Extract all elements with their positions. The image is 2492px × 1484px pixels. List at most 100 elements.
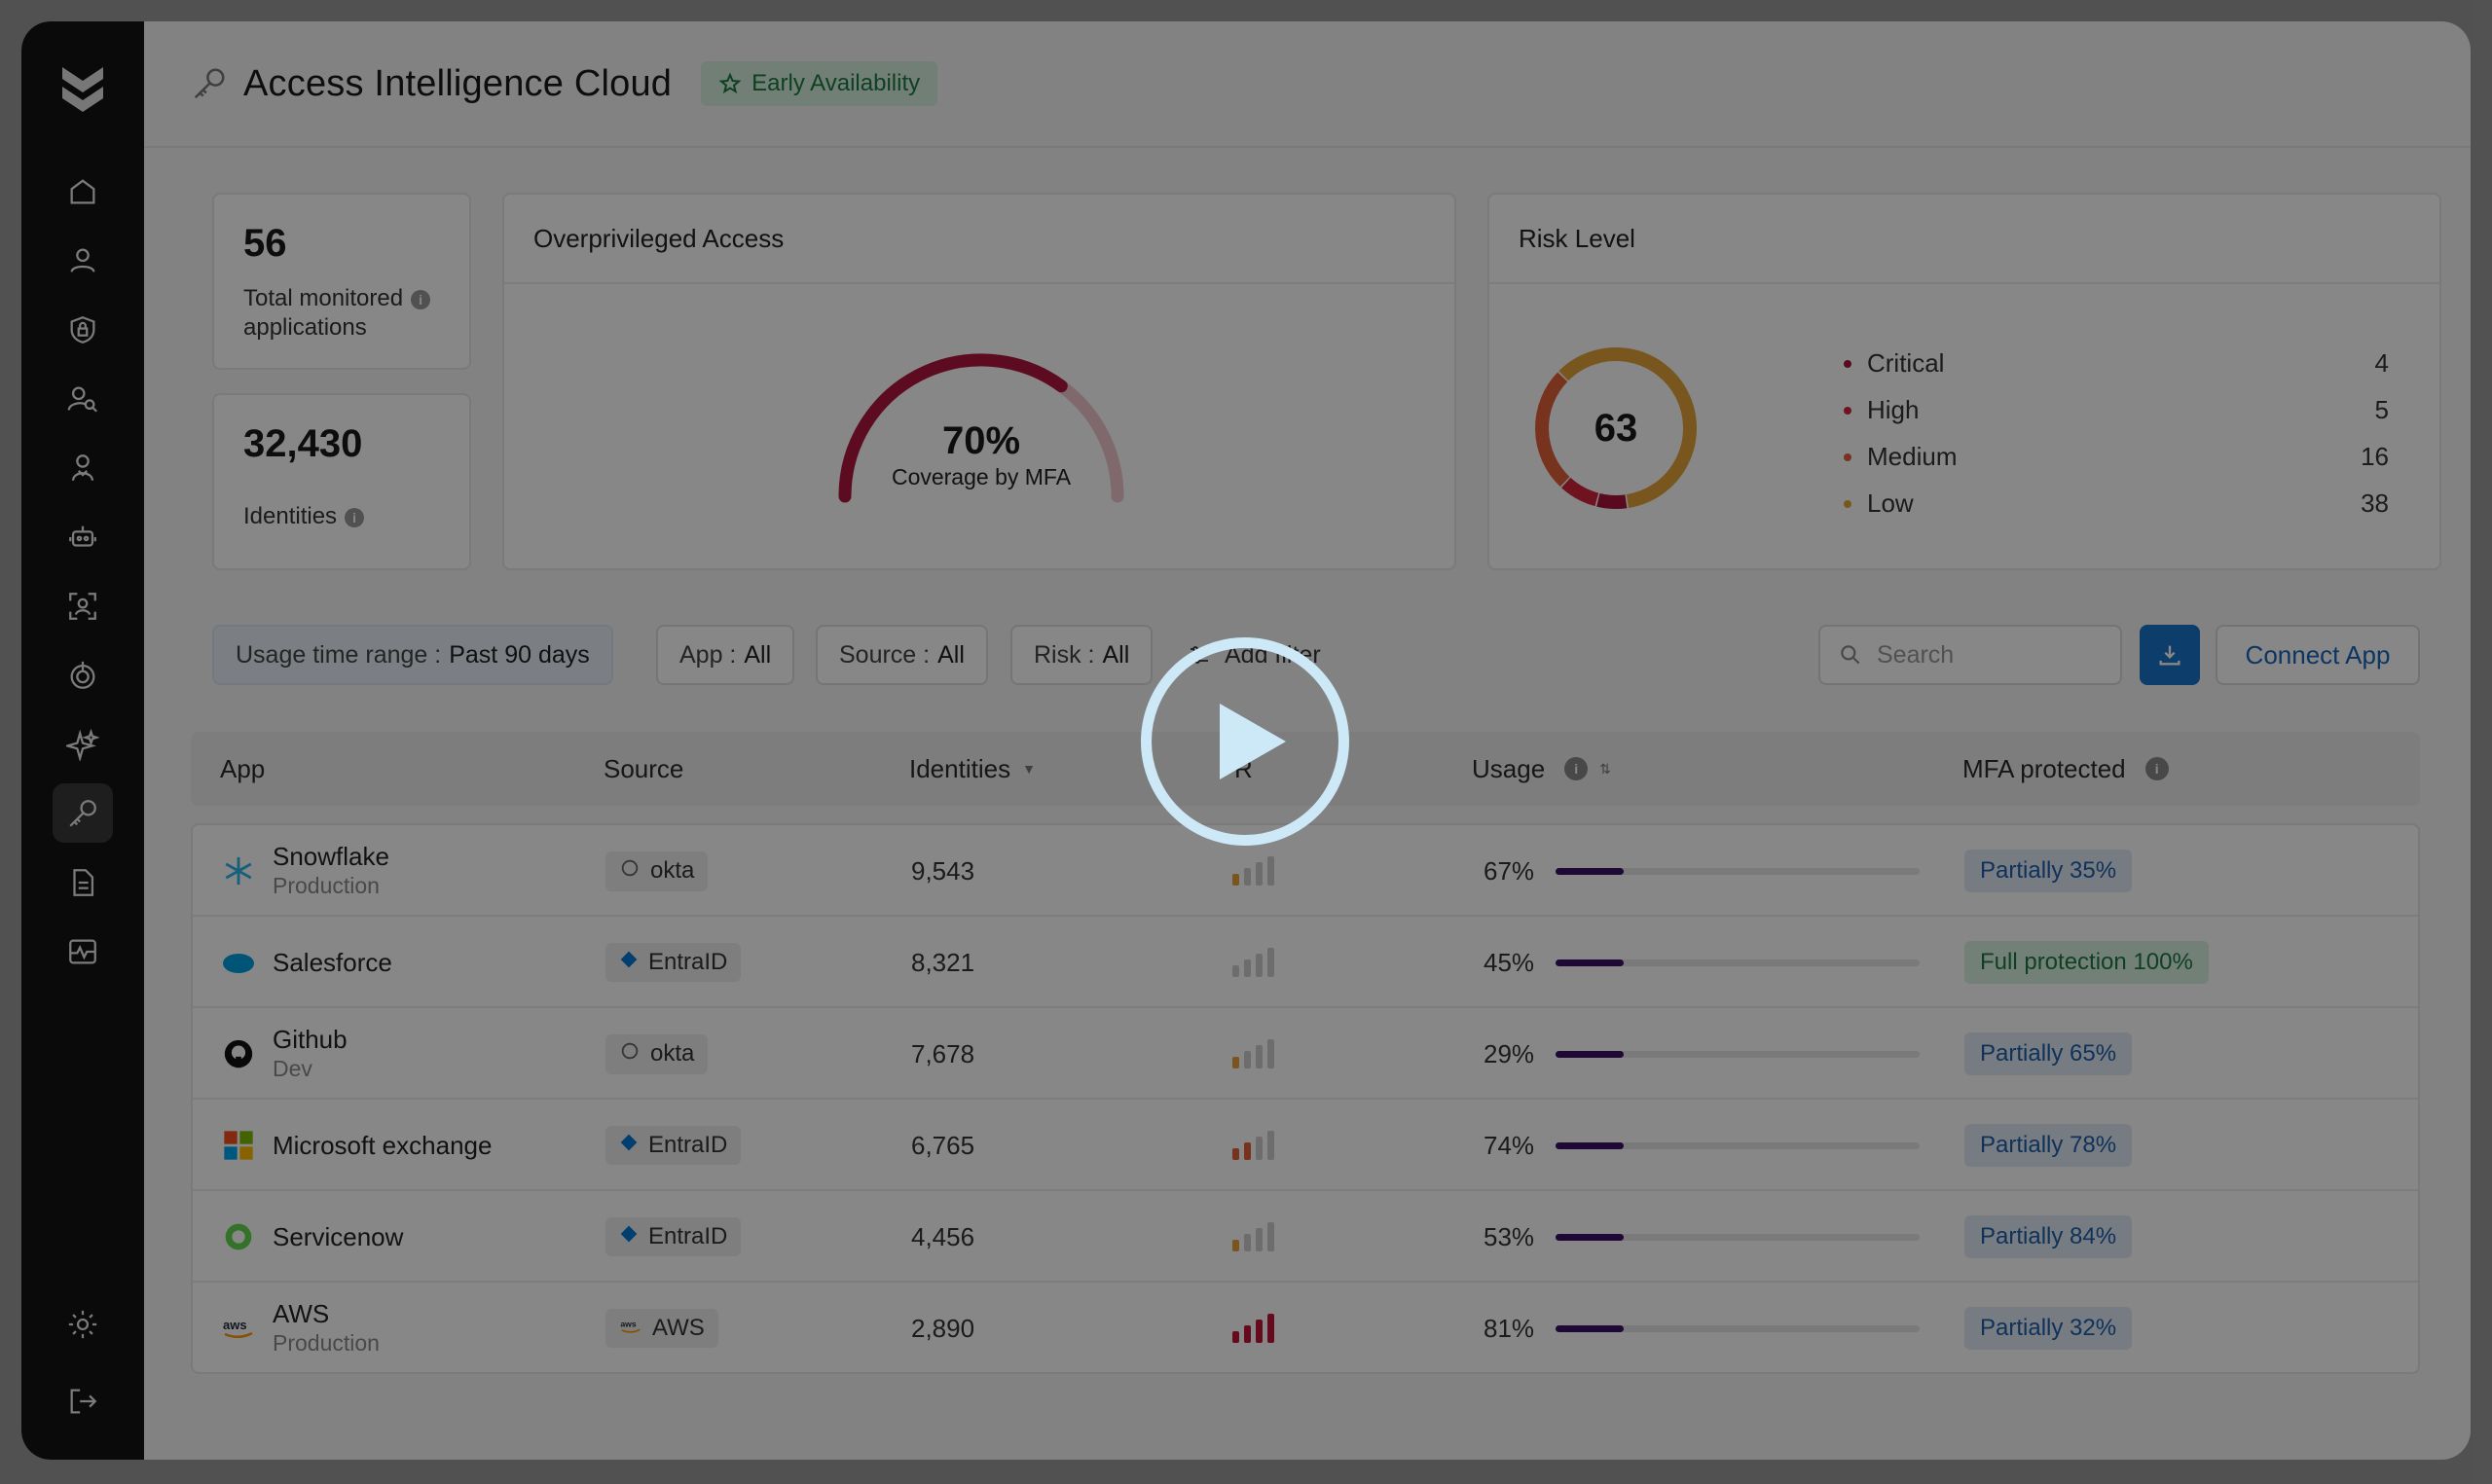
key-icon xyxy=(194,68,225,99)
app-name: AWS xyxy=(273,1299,330,1328)
risk-bar xyxy=(1267,1222,1274,1251)
usage-bar-fill xyxy=(1556,1050,1624,1058)
svg-text:aws: aws xyxy=(620,1320,637,1329)
logout-icon[interactable] xyxy=(53,1371,113,1430)
document-icon[interactable] xyxy=(53,852,113,912)
source-chip: EntraID xyxy=(605,1126,742,1165)
col-source[interactable]: Source xyxy=(604,753,684,783)
agent-icon[interactable] xyxy=(53,438,113,497)
table-row[interactable]: Microsoft exchange EntraID 6,765 74% Par… xyxy=(193,1100,2418,1191)
app-logo-icon xyxy=(220,854,257,887)
donut-segment-low xyxy=(1558,347,1697,508)
risk-total: 63 xyxy=(1594,407,1638,450)
robot-icon[interactable] xyxy=(53,507,113,566)
risk-bar xyxy=(1256,954,1263,977)
legend-dot xyxy=(1844,452,1851,461)
usage-percent: 45% xyxy=(1484,947,1535,977)
source-logo-icon: aws xyxy=(619,1315,642,1342)
legend-item-medium: Medium 16 xyxy=(1844,442,2389,472)
identities-count: 4,456 xyxy=(911,1221,975,1251)
source-chip: aws AWS xyxy=(605,1309,718,1348)
source-chip: EntraID xyxy=(605,1217,742,1256)
legend-dot xyxy=(1844,359,1851,368)
info-icon[interactable]: i xyxy=(345,507,365,527)
sparkle-icon[interactable] xyxy=(53,714,113,774)
risk-bar xyxy=(1244,868,1251,886)
usage-bar-fill xyxy=(1556,1324,1624,1332)
risk-bar xyxy=(1232,965,1239,977)
gear-icon[interactable] xyxy=(53,1294,113,1354)
fingerprint-icon[interactable] xyxy=(53,645,113,705)
risk-filter[interactable]: Risk : All xyxy=(1010,625,1154,685)
activity-icon[interactable] xyxy=(53,922,113,981)
face-scan-icon[interactable] xyxy=(53,576,113,635)
usage-time-filter[interactable]: Usage time range : Past 90 days xyxy=(212,625,613,685)
usage-bar xyxy=(1556,1050,1920,1058)
connect-app-button[interactable]: Connect App xyxy=(2216,625,2420,685)
col-app[interactable]: App xyxy=(220,753,266,783)
col-mfa[interactable]: MFA protected i xyxy=(1962,732,2169,806)
app-name: Servicenow xyxy=(273,1222,404,1251)
legend-dot xyxy=(1844,406,1851,415)
usage-percent: 29% xyxy=(1484,1038,1535,1068)
source-filter[interactable]: Source : All xyxy=(816,625,988,685)
risk-bar xyxy=(1232,1057,1239,1068)
shield-lock-icon[interactable] xyxy=(53,300,113,359)
identities-count: 9,543 xyxy=(911,855,975,886)
col-identities[interactable]: Identities ▼ xyxy=(909,753,1036,783)
mfa-badge: Partially 65% xyxy=(1964,1032,2133,1075)
risk-bar xyxy=(1267,1039,1274,1068)
legend-item-critical: Critical 4 xyxy=(1844,348,2389,379)
user-search-icon[interactable] xyxy=(53,369,113,428)
mfa-badge: Partially 32% xyxy=(1964,1307,2133,1350)
info-icon[interactable]: i xyxy=(1564,757,1589,780)
search-icon xyxy=(1841,645,1860,665)
app-filter[interactable]: App : All xyxy=(656,625,795,685)
key-icon[interactable] xyxy=(53,783,113,843)
mfa-gauge: 70% Coverage by MFA xyxy=(838,353,1124,503)
risk-bar xyxy=(1232,874,1239,886)
search-input[interactable]: Search xyxy=(1818,625,2122,685)
usage-percent: 67% xyxy=(1484,855,1535,886)
risk-indicator xyxy=(1232,1039,1274,1068)
info-icon[interactable]: i xyxy=(411,289,431,309)
col-usage[interactable]: Usage i ⇅ xyxy=(1472,753,1611,783)
mfa-badge: Full protection 100% xyxy=(1964,941,2209,984)
play-button[interactable] xyxy=(1141,637,1349,846)
risk-indicator xyxy=(1232,1314,1274,1343)
stat-label: Total monitored i applications xyxy=(243,284,431,343)
risk-bar xyxy=(1256,862,1263,886)
sort-icon: ▼ xyxy=(1022,761,1036,777)
table-row[interactable]: aws AWS Production aws AWS 2,890 81% Parti… xyxy=(193,1283,2418,1374)
risk-bar xyxy=(1244,1051,1251,1068)
source-logo-icon xyxy=(619,1132,639,1159)
table-row[interactable]: Snowflake Production okta 9,543 67% Parti… xyxy=(193,825,2418,917)
source-chip: okta xyxy=(605,1033,709,1074)
app-logo-icon xyxy=(220,1221,257,1252)
risk-bar xyxy=(1267,1131,1274,1160)
table-row[interactable]: Github Dev okta 7,678 29% Partially 65% xyxy=(193,1008,2418,1100)
app-env: Production xyxy=(273,873,380,898)
download-icon xyxy=(2159,645,2180,666)
logo-icon[interactable] xyxy=(54,60,112,119)
risk-bar xyxy=(1267,948,1274,977)
download-button[interactable] xyxy=(2140,625,2200,685)
source-logo-icon xyxy=(619,1040,641,1068)
home-icon[interactable] xyxy=(53,162,113,221)
apps-table: Snowflake Production okta 9,543 67% Parti… xyxy=(191,823,2420,1374)
info-icon[interactable]: i xyxy=(2144,757,2169,780)
legend-item-high: High 5 xyxy=(1844,395,2389,425)
mfa-badge: Partially 84% xyxy=(1964,1215,2133,1258)
risk-bar xyxy=(1244,1325,1251,1343)
user-icon[interactable] xyxy=(53,231,113,290)
risk-indicator xyxy=(1232,1222,1274,1251)
table-row[interactable]: Salesforce EntraID 8,321 45% Full protec… xyxy=(193,917,2418,1008)
table-row[interactable]: Servicenow EntraID 4,456 53% Partially 8… xyxy=(193,1191,2418,1283)
risk-bar xyxy=(1232,1331,1239,1343)
card-title: Overprivileged Access xyxy=(504,195,1454,284)
app-env: Dev xyxy=(273,1056,312,1081)
source-chip: EntraID xyxy=(605,943,742,982)
stat-card-identities: 32,430 Identities i xyxy=(212,393,471,570)
gauge-percent: 70% xyxy=(942,419,1020,462)
sidebar-nav xyxy=(53,162,113,981)
